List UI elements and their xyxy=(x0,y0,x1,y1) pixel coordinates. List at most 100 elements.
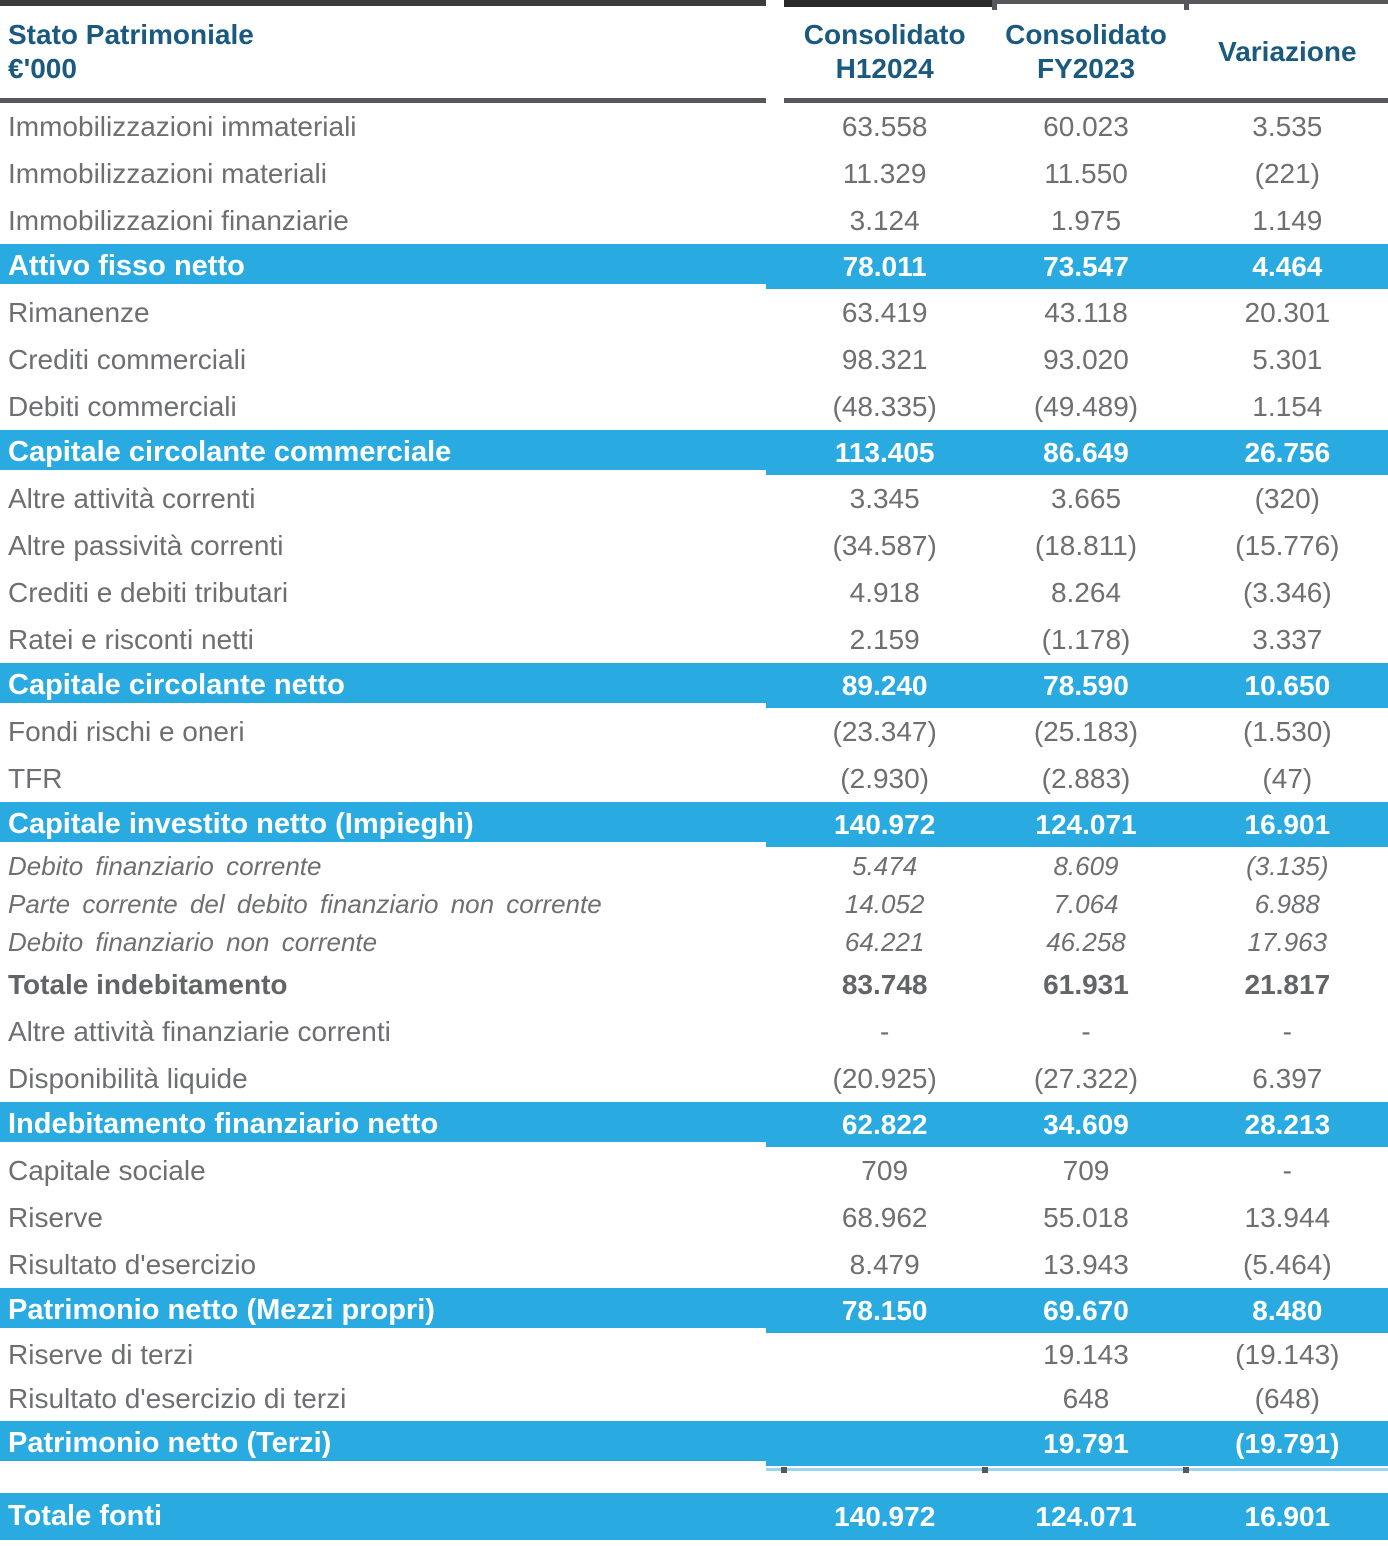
row-label: Ratei e risconti netti xyxy=(8,623,254,655)
table-row: Rimanenze 63.419 43.118 20.301 xyxy=(0,289,1388,336)
row-value: 6.988 xyxy=(1254,888,1320,919)
row-value: 68.962 xyxy=(841,1201,928,1233)
row-value: (221) xyxy=(1254,157,1320,189)
row-label: Totale fonti xyxy=(8,1500,163,1532)
row-value: 140.972 xyxy=(834,1500,936,1532)
top-rule-tick xyxy=(1184,0,1189,10)
row-value: (15.776) xyxy=(1235,529,1340,561)
top-rule-right-thick xyxy=(784,0,992,7)
row-value: 16.901 xyxy=(1244,1500,1331,1532)
row-value: (18.811) xyxy=(1034,529,1138,561)
row-value: 43.118 xyxy=(1044,296,1128,328)
row-value: 124.071 xyxy=(1035,808,1137,840)
row-value: 3.124 xyxy=(849,204,920,236)
row-value: 7.064 xyxy=(1053,888,1119,919)
row-value: 93.020 xyxy=(1043,343,1129,375)
row-label: Risultato d'esercizio di terzi xyxy=(8,1383,347,1414)
table-body: Immobilizzazioni immateriali 63.558 60.023… xyxy=(0,103,1388,1540)
row-value: - xyxy=(1282,1154,1292,1186)
row-value: 62.822 xyxy=(841,1108,928,1140)
row-label: Debito finanziario non corrente xyxy=(8,926,378,957)
row-value: 11.550 xyxy=(1044,157,1128,189)
table-row: Debito finanziario corrente 5.474 8.609 (3.… xyxy=(0,847,1388,885)
row-value: 5.474 xyxy=(852,850,918,881)
row-label: Capitale sociale xyxy=(8,1154,206,1186)
row-label: Capitale circolante commerciale xyxy=(8,436,452,468)
row-label: Attivo fisso netto xyxy=(8,250,245,282)
highlight-step xyxy=(0,284,766,289)
minority-underline xyxy=(766,1468,1388,1471)
row-value: 46.258 xyxy=(1046,926,1126,957)
row-label: TFR xyxy=(8,762,63,794)
row-value: 1.149 xyxy=(1252,204,1323,236)
row-value: (19.143) xyxy=(1235,1339,1340,1370)
row-label: Rimanenze xyxy=(8,296,150,328)
table-row: Fondi rischi e oneri (23.347) (25.183) (1.5… xyxy=(0,708,1388,755)
row-label: Capitale circolante netto xyxy=(8,669,345,701)
row-value: (48.335) xyxy=(832,390,937,422)
row-label: Immobilizzazioni finanziarie xyxy=(8,204,349,236)
row-value: 8.480 xyxy=(1252,1294,1323,1326)
row-label: Debiti commerciali xyxy=(8,390,237,422)
row-value: 78.150 xyxy=(841,1294,928,1326)
row-label: Altre passività correnti xyxy=(8,529,284,561)
table-row: Totale fonti 140.972 124.071 16.901 xyxy=(0,1493,1388,1540)
table-row: Capitale sociale 709 709 - xyxy=(0,1147,1388,1194)
row-value: 3.337 xyxy=(1252,623,1323,655)
column-header-line1: Variazione xyxy=(1218,35,1357,67)
row-value: 3.665 xyxy=(1050,482,1122,514)
column-header-line1: Consolidato xyxy=(1005,18,1167,50)
minority-underline-tick xyxy=(982,1467,988,1473)
row-value: 98.321 xyxy=(841,343,928,375)
row-label: Debito finanziario corrente xyxy=(8,850,322,881)
row-label: Immobilizzazioni materiali xyxy=(8,157,327,189)
table-row: Risultato d'esercizio di terzi 648 (648) xyxy=(0,1377,1388,1421)
row-value: 2.159 xyxy=(849,623,920,655)
table-row: Immobilizzazioni materiali 11.329 11.550 (2… xyxy=(0,150,1388,197)
row-value: 14.052 xyxy=(844,888,925,919)
highlight-step xyxy=(0,703,766,708)
row-value: (47) xyxy=(1262,762,1313,794)
highlight-step xyxy=(0,842,766,847)
row-value: 10.650 xyxy=(1244,669,1331,701)
row-value: 86.649 xyxy=(1043,436,1129,468)
row-value: 64.221 xyxy=(844,926,925,957)
row-value: 4.918 xyxy=(849,576,920,608)
table-row: TFR (2.930) (2.883) (47) xyxy=(0,755,1388,802)
row-label: Riserve di terzi xyxy=(8,1339,194,1370)
table-row: Riserve di terzi 19.143 (19.143) xyxy=(0,1333,1388,1377)
row-value: 89.240 xyxy=(841,669,928,701)
row-label: Patrimonio netto (Terzi) xyxy=(8,1427,332,1459)
column-header-fy2023: Consolidato FY2023 xyxy=(985,18,1186,86)
header-rule-right xyxy=(784,98,1388,103)
table-row: Capitale investito netto (Impieghi) 140.9… xyxy=(0,802,1388,847)
column-header-line2: H12024 xyxy=(835,53,934,84)
table-row: Crediti commerciali 98.321 93.020 5.301 xyxy=(0,336,1388,383)
row-value: (34.587) xyxy=(832,529,937,561)
row-value: 13.943 xyxy=(1043,1248,1129,1280)
row-value: - xyxy=(1081,1015,1091,1047)
row-value: (20.925) xyxy=(832,1062,937,1094)
top-rule-left xyxy=(0,0,766,6)
top-rule-right-thin xyxy=(992,0,1388,4)
row-value: - xyxy=(880,1015,890,1047)
row-label: Indebitamento finanziario netto xyxy=(8,1108,439,1140)
table-row: Ratei e risconti netti 2.159 (1.178) 3.337 xyxy=(0,616,1388,663)
table-row: Altre attività correnti 3.345 3.665 (320) xyxy=(0,475,1388,522)
row-value: 5.301 xyxy=(1252,343,1323,375)
row-value: (1.178) xyxy=(1041,623,1131,655)
row-value: 709 xyxy=(1062,1154,1110,1186)
minority-underline-tick xyxy=(781,1467,787,1473)
row-value: 8.609 xyxy=(1053,850,1119,881)
table-row: Capitale circolante netto 89.240 78.590 10.… xyxy=(0,663,1388,708)
row-value: 16.901 xyxy=(1244,808,1331,840)
table-row: Disponibilità liquide (20.925) (27.322) 6.3… xyxy=(0,1055,1388,1102)
row-value: 1.975 xyxy=(1050,204,1122,236)
table-row: Attivo fisso netto 78.011 73.547 4.464 xyxy=(0,244,1388,289)
row-label: Disponibilità liquide xyxy=(8,1062,248,1094)
row-value: (1.530) xyxy=(1242,715,1332,747)
row-value: 55.018 xyxy=(1043,1201,1129,1233)
table-row: Capitale circolante commerciale 113.405 86… xyxy=(0,430,1388,475)
table-row: Debito finanziario non corrente 64.221 46.… xyxy=(0,923,1388,961)
row-value: 61.931 xyxy=(1043,968,1129,1000)
